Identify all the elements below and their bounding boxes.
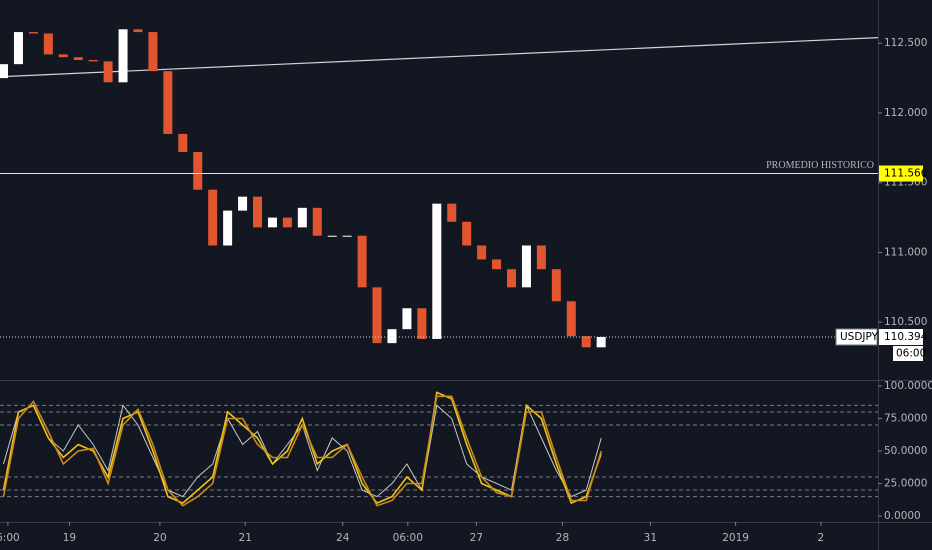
y-tick-label: 112.000: [884, 107, 927, 119]
candle-body: [58, 54, 68, 58]
x-tick-label: 06:00: [393, 532, 423, 544]
countdown-tag: [893, 345, 923, 361]
x-tick-label: 2: [818, 532, 825, 544]
candle-body: [327, 235, 337, 237]
candle-body: [118, 29, 128, 83]
candle-body: [13, 32, 23, 65]
candle-body: [596, 336, 606, 348]
x-tick-label: 24: [336, 532, 350, 544]
y-tick-label: 110.500: [884, 316, 927, 328]
trend-line: [0, 37, 879, 78]
candle-body: [267, 217, 277, 228]
candle-body: [0, 64, 9, 79]
candle-body: [387, 329, 397, 344]
oscillator-line: [2, 395, 602, 507]
candle-body: [492, 259, 502, 270]
y-tick-label: 25.0000: [884, 478, 927, 490]
y-tick-label: 100.0000: [884, 380, 932, 392]
candle-body: [507, 269, 517, 288]
candle-body: [193, 152, 203, 190]
candle-body: [462, 221, 472, 246]
candle-body: [342, 235, 352, 237]
average-label: PROMEDIO HISTORICO: [766, 160, 874, 171]
candle-body: [253, 196, 263, 228]
candle-body: [88, 59, 98, 62]
candle-body: [223, 210, 233, 246]
candle-body: [238, 196, 248, 211]
average-tag: [879, 165, 923, 182]
candle-body: [447, 203, 457, 222]
x-tick-label: 20: [153, 532, 166, 544]
countdown-text: 06:00: [896, 347, 926, 359]
candle-body: [297, 207, 307, 228]
candle-body: [477, 245, 487, 260]
candle-body: [312, 207, 322, 236]
symbol-tag-text: USDJPY: [840, 331, 879, 343]
candle-body: [208, 189, 218, 246]
y-tick-label: 75.0000: [884, 412, 927, 424]
candle-body: [536, 245, 546, 270]
candle-body: [148, 32, 158, 72]
x-tick-label: 2019: [722, 532, 749, 544]
candle-body: [566, 301, 576, 337]
candle-body: [432, 203, 442, 339]
candle-body: [178, 133, 188, 153]
y-tick-label: 112.500: [884, 37, 927, 49]
y-tick-label: 0.0000: [884, 510, 921, 522]
candle-body: [103, 61, 113, 83]
candle-body: [357, 235, 367, 288]
candle-body: [551, 269, 561, 302]
x-tick-label: 19: [63, 532, 76, 544]
candle-body: [163, 71, 173, 134]
candle-body: [133, 29, 143, 33]
candle-body: [372, 287, 382, 344]
price-tag-text: 110.394: [884, 331, 928, 343]
candle-body: [402, 308, 412, 330]
y-tick-label: 111.000: [884, 246, 927, 258]
candle-body: [581, 336, 591, 348]
x-tick-label: 27: [470, 532, 483, 544]
x-tick-label: 31: [644, 532, 657, 544]
x-tick-label: 21: [239, 532, 252, 544]
candle-body: [521, 245, 531, 288]
candle-body: [43, 33, 53, 55]
candle-body: [28, 32, 38, 34]
candle-body: [282, 217, 292, 228]
symbol-tag: [835, 328, 878, 346]
candle-body: [73, 57, 83, 60]
candle-body: [417, 308, 427, 339]
x-tick-label: 6:00: [0, 532, 20, 544]
x-tick-label: 28: [556, 532, 569, 544]
oscillator-line: [2, 391, 602, 505]
y-tick-label: 50.0000: [884, 445, 927, 457]
price-tag: [879, 328, 923, 345]
average-tag-text: 111.566: [884, 168, 928, 180]
